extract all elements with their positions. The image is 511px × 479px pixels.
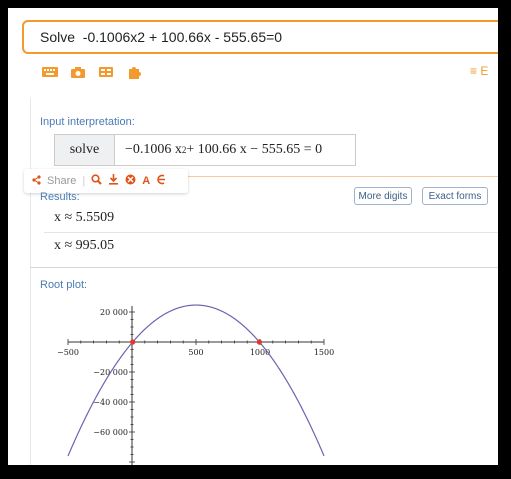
puzzle-icon[interactable] — [126, 66, 142, 79]
search-input[interactable]: Solve -0.1006x2 + 100.66x - 555.65=0 — [22, 20, 498, 54]
share-toolbar: Share | A — [24, 169, 188, 193]
result-root-2: x ≈ 995.05 — [54, 238, 115, 253]
result-divider — [44, 232, 498, 233]
series-line — [67, 304, 325, 457]
data-icon[interactable] — [125, 174, 136, 188]
x-tick-label: 1000 — [250, 348, 270, 357]
expr-prefix: −0.1006 x — [125, 142, 182, 157]
pod-divider — [188, 176, 498, 177]
results-label: Results: — [40, 191, 80, 203]
menu-toggle[interactable]: ≡ E — [470, 64, 489, 78]
zoom-icon[interactable] — [91, 174, 102, 188]
download-icon[interactable] — [108, 174, 119, 188]
x-tick-label: −500 — [57, 348, 79, 357]
expr-suffix: + 100.66 x − 555.65 = 0 — [186, 142, 323, 157]
keyboard-icon[interactable] — [42, 66, 58, 78]
toolbar — [42, 64, 142, 80]
root-plot-label: Root plot: — [40, 279, 88, 291]
share-separator: | — [82, 175, 86, 187]
viewport: Solve -0.1006x2 + 100.66x - 555.65=0 ≡ E… — [8, 8, 498, 465]
camera-icon[interactable] — [70, 66, 86, 78]
text-icon[interactable]: A — [142, 175, 151, 187]
result-root-1: x ≈ 5.5509 — [54, 210, 115, 225]
y-tick-label: 20 000 — [100, 308, 128, 317]
source-icon[interactable] — [156, 174, 166, 188]
grid-icon[interactable] — [98, 66, 114, 78]
root-point — [256, 339, 262, 345]
search-query[interactable]: Solve -0.1006x2 + 100.66x - 555.65=0 — [40, 29, 283, 45]
section-divider — [30, 267, 498, 268]
y-tick-label: −60 000 — [93, 428, 128, 437]
share-icon[interactable] — [32, 174, 41, 188]
input-interpretation-label: Input interpretation: — [40, 116, 135, 128]
more-digits-button[interactable]: More digits — [354, 187, 412, 205]
interp-command: solve — [55, 135, 115, 165]
x-tick-label: 1500 — [314, 348, 334, 357]
root-point — [130, 339, 136, 345]
share-button[interactable]: Share — [47, 175, 77, 187]
x-tick-label: 500 — [188, 348, 203, 357]
exact-forms-button[interactable]: Exact forms — [422, 187, 488, 205]
y-tick-label: −40 000 — [93, 398, 128, 407]
expr-power: 2 — [181, 145, 187, 155]
